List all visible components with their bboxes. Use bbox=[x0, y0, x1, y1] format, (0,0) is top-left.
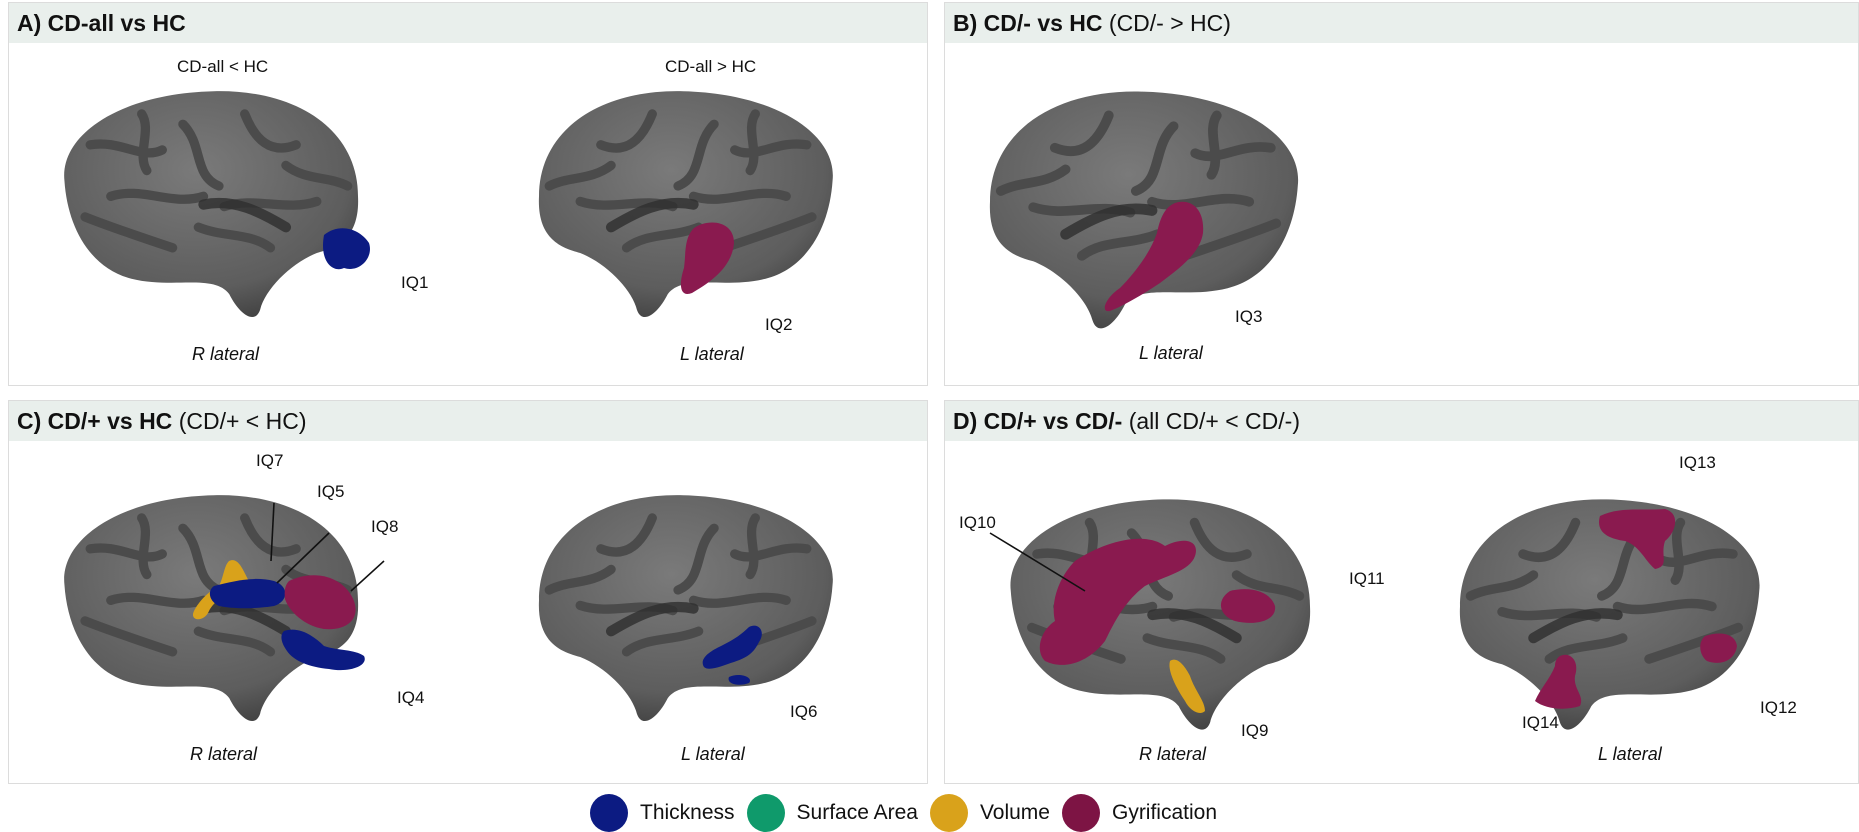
label-iq9: IQ9 bbox=[1241, 721, 1269, 740]
legend-swatch-thickness bbox=[590, 794, 628, 832]
region-iq8-gyrification bbox=[284, 575, 356, 630]
legend-label-gyrification: Gyrification bbox=[1111, 801, 1218, 824]
brain-a-right-lateral bbox=[39, 83, 370, 343]
legend-item-gyrification: Gyrification bbox=[1061, 794, 1218, 832]
legend-item-thickness: Thickness bbox=[590, 794, 735, 832]
region-iq13-gyrification bbox=[1599, 509, 1676, 569]
panel-d-view2: L lateral bbox=[1598, 744, 1662, 764]
label-iq4: IQ4 bbox=[397, 688, 425, 707]
label-iq1: IQ1 bbox=[401, 273, 429, 292]
label-iq7: IQ7 bbox=[256, 451, 284, 470]
panel-b-title: B) CD/- vs HC (CD/- > HC) bbox=[953, 10, 1231, 36]
label-iq2: IQ2 bbox=[765, 315, 793, 334]
region-iq4-thickness bbox=[281, 629, 365, 671]
legend-label-surface-area: Surface Area bbox=[796, 801, 918, 824]
legend-swatch-gyrification bbox=[1061, 794, 1100, 832]
legend-swatch-volume bbox=[929, 794, 968, 832]
panel-a: A) CD-all vs HC CD-all < HC CD-all > HC … bbox=[8, 2, 928, 386]
panel-a-view1: R lateral bbox=[192, 344, 260, 364]
legend-label-thickness: Thickness bbox=[640, 801, 735, 824]
region-iq9-volume bbox=[1169, 659, 1205, 713]
panel-b-view1: L lateral bbox=[1139, 343, 1203, 363]
brain-d-right-lateral bbox=[989, 461, 1365, 761]
panel-b: B) CD/- vs HC (CD/- > HC) IQ3 L lateral bbox=[944, 2, 1859, 386]
panel-b-header: B) CD/- vs HC (CD/- > HC) bbox=[945, 3, 1858, 43]
region-iq6-thickness bbox=[702, 625, 762, 669]
label-iq14: IQ14 bbox=[1522, 713, 1559, 732]
panel-a-col2-label: CD-all > HC bbox=[665, 57, 757, 76]
brain-d-left-lateral bbox=[1445, 461, 1845, 761]
panel-d-header: D) CD/+ vs CD/- (all CD/+ < CD/-) bbox=[945, 401, 1858, 441]
panel-a-view2: L lateral bbox=[680, 344, 744, 364]
region-iq14-gyrification bbox=[1535, 654, 1582, 709]
brain-b-left-lateral bbox=[985, 83, 1365, 343]
label-iq3: IQ3 bbox=[1235, 307, 1263, 326]
brain-c-left-lateral bbox=[534, 487, 894, 747]
region-iq12-gyrification bbox=[1700, 633, 1737, 663]
brain-a-left-lateral bbox=[534, 83, 894, 343]
panel-d-title: D) CD/+ vs CD/- (all CD/+ < CD/-) bbox=[953, 408, 1300, 434]
panel-c-view1: R lateral bbox=[190, 744, 258, 764]
label-iq12: IQ12 bbox=[1760, 698, 1797, 717]
legend-swatch-surface-area bbox=[746, 794, 785, 832]
legend: Thickness Surface Area Volume Gyrificati… bbox=[590, 794, 1229, 832]
panel-c-view2: L lateral bbox=[681, 744, 745, 764]
panel-a-title: A) CD-all vs HC bbox=[17, 10, 186, 36]
label-iq11: IQ11 bbox=[1349, 569, 1385, 588]
panel-d: D) CD/+ vs CD/- (all CD/+ < CD/-) IQ10 I… bbox=[944, 400, 1859, 784]
panel-a-header: A) CD-all vs HC bbox=[9, 3, 927, 43]
region-iq10-gyrification bbox=[1039, 538, 1196, 665]
region-iq3-gyrification bbox=[1104, 201, 1204, 312]
panel-d-view1: R lateral bbox=[1139, 744, 1207, 764]
panel-a-col1-label: CD-all < HC bbox=[177, 57, 269, 76]
panel-c-title: C) CD/+ vs HC (CD/+ < HC) bbox=[17, 408, 307, 434]
label-iq6: IQ6 bbox=[790, 702, 818, 721]
brain-c-right-lateral bbox=[39, 461, 385, 761]
legend-label-volume: Volume bbox=[979, 801, 1050, 824]
label-iq8: IQ8 bbox=[371, 517, 399, 536]
panel-c: C) CD/+ vs HC (CD/+ < HC) IQ7 IQ5 IQ8 IQ… bbox=[8, 400, 928, 784]
label-iq5: IQ5 bbox=[317, 482, 345, 501]
region-iq1-thickness bbox=[323, 228, 370, 270]
legend-item-surface-area: Surface Area bbox=[746, 794, 918, 832]
region-iq5-thickness bbox=[209, 578, 286, 609]
label-iq10: IQ10 bbox=[959, 513, 996, 532]
panel-c-header: C) CD/+ vs HC (CD/+ < HC) bbox=[9, 401, 927, 441]
legend-item-volume: Volume bbox=[929, 794, 1050, 832]
region-iq11-gyrification bbox=[1220, 589, 1276, 623]
label-iq13: IQ13 bbox=[1679, 453, 1716, 472]
region-iq2-gyrification bbox=[680, 222, 734, 294]
